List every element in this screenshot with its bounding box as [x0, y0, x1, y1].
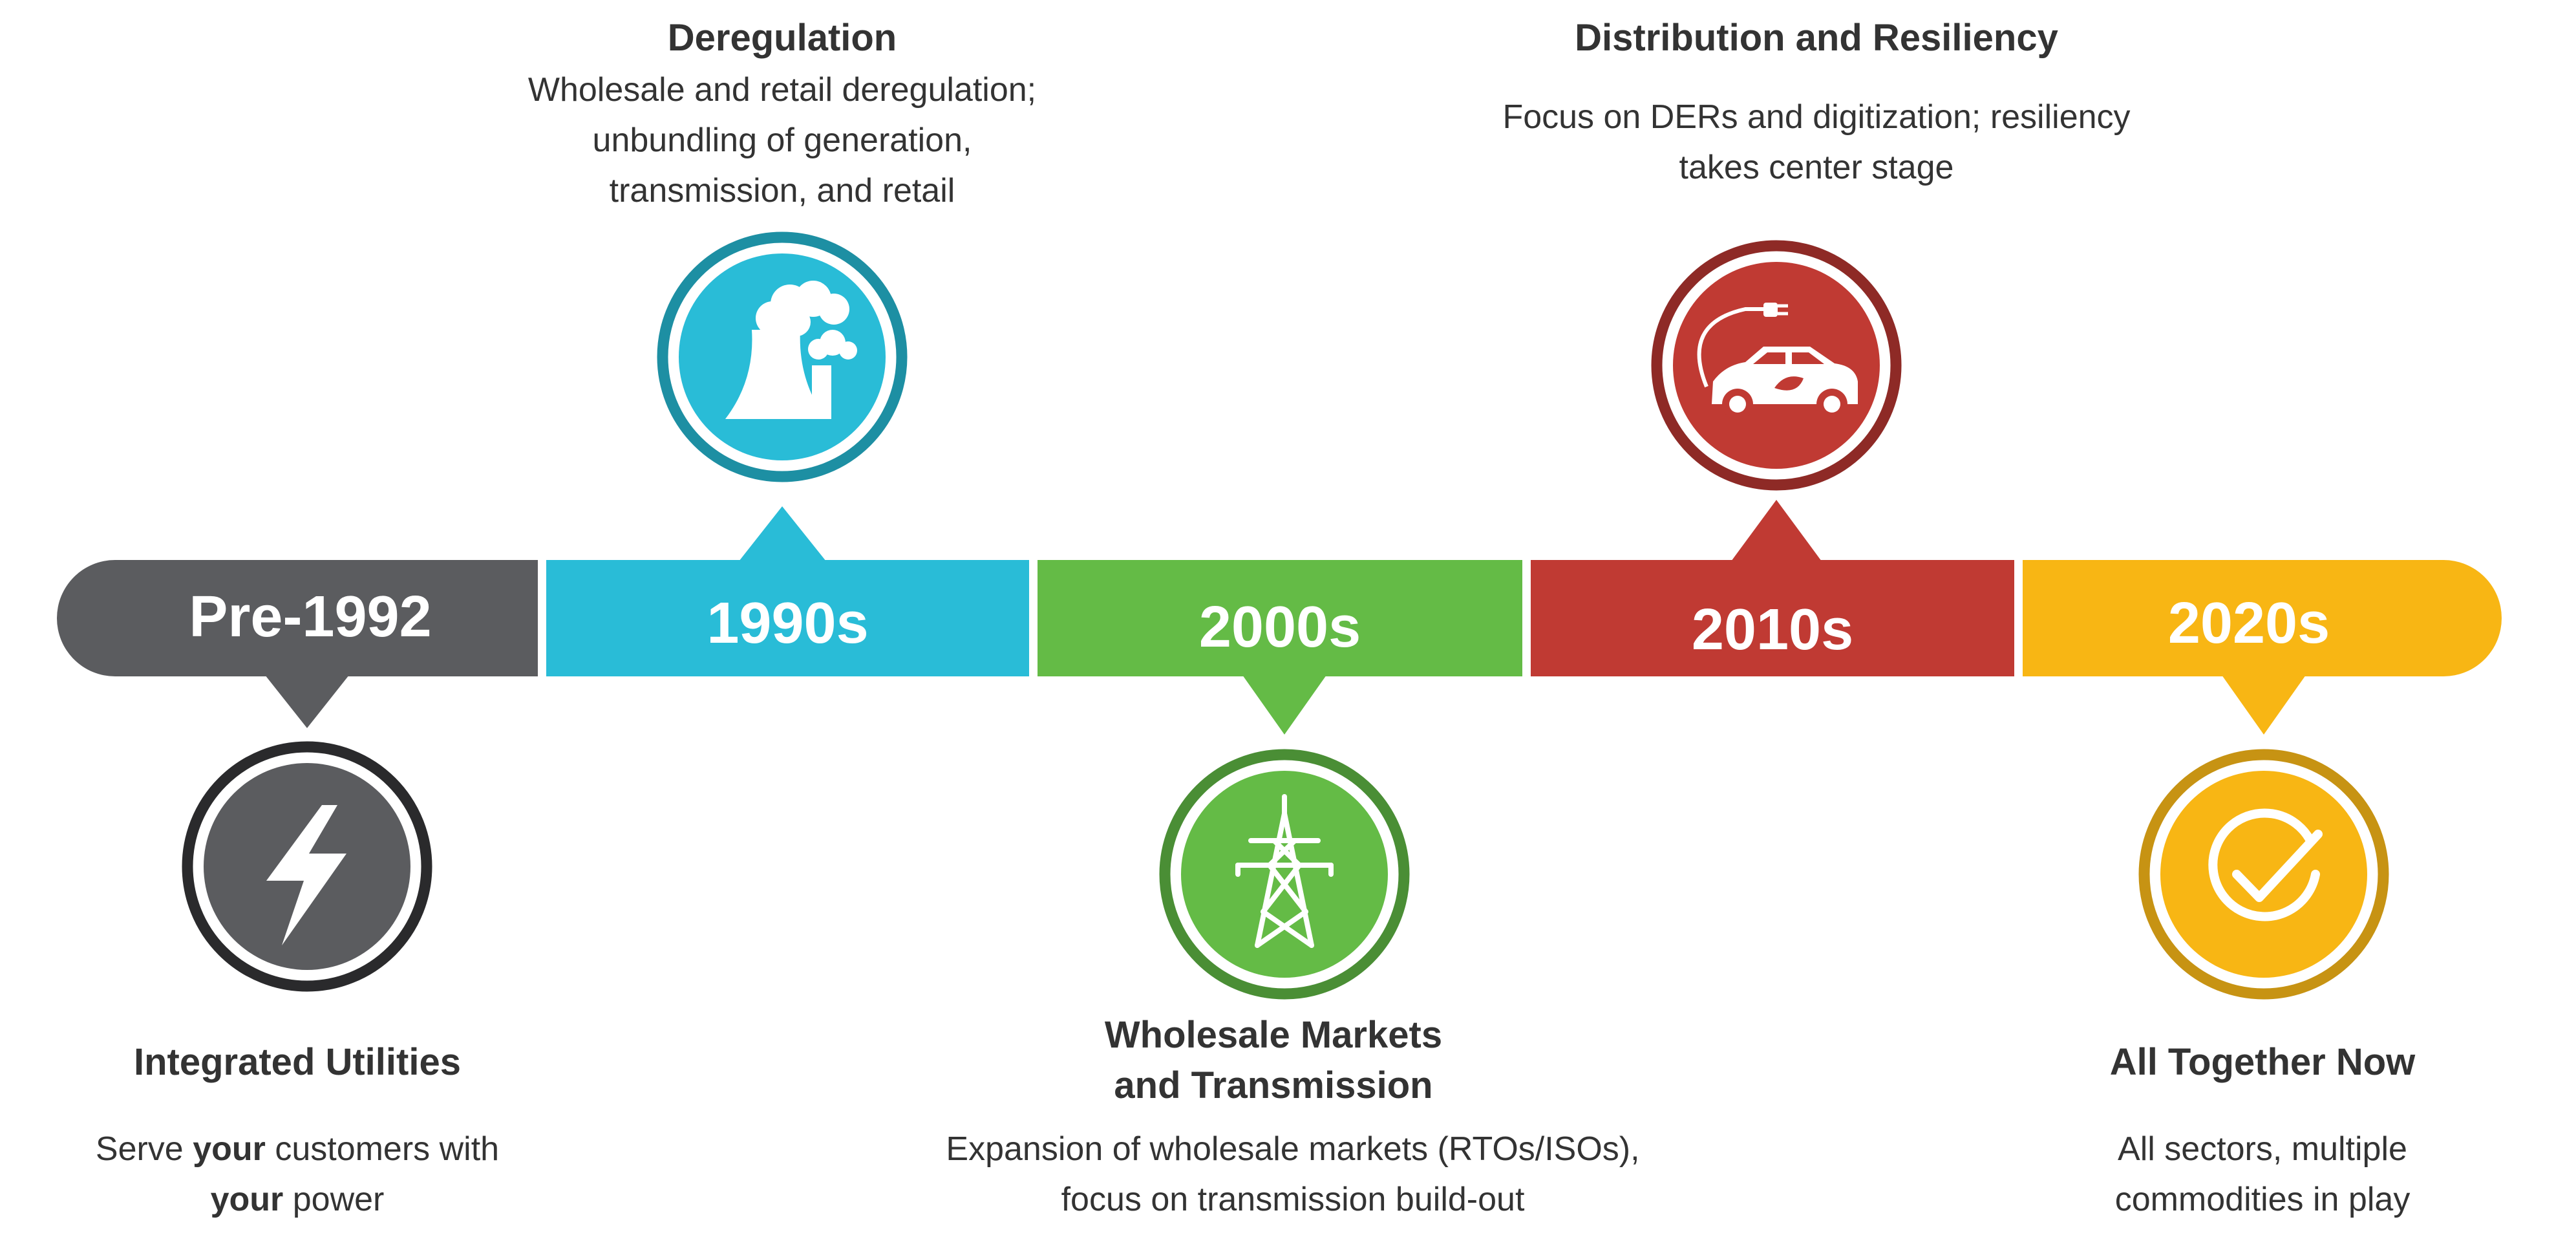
milestone-title-1990s: Deregulation: [667, 17, 897, 59]
desc-text: customers with: [265, 1130, 500, 1168]
milestone-desc-2010s-line1: Focus on DERs and digitization; resilien…: [1502, 98, 2131, 136]
pointer-2000s: [1242, 675, 1326, 735]
desc-emphasis: your: [193, 1130, 266, 1168]
pointer-2010s: [1731, 500, 1822, 561]
milestone-title-2000s: Wholesale Markets and Transmission: [944, 1010, 1603, 1111]
milestone-desc-2000s-line1: Expansion of wholesale markets (RTOs/ISO…: [946, 1130, 1640, 1168]
checkmark-icon: [2138, 749, 2389, 1000]
electric-car-icon: [1651, 240, 1902, 491]
segment-2010s: [1531, 560, 2014, 676]
pointer-1990s: [739, 506, 826, 561]
desc-text: power: [283, 1181, 385, 1218]
milestone-desc-2010s: Focus on DERs and digitization; resilien…: [1396, 92, 2237, 193]
lightning-bolt-icon: [182, 741, 432, 992]
milestone-title-2010s: Distribution and Resiliency: [1575, 17, 2058, 59]
milestone-desc-1990s-line3: transmission, and retail: [609, 172, 955, 210]
milestone-desc-1990s-line2: unbundling of generation,: [592, 122, 972, 159]
segment-1990s: [546, 560, 1029, 676]
milestone-desc-pre1992: Serve your customers with your power: [39, 1124, 556, 1225]
segment-2020s: [2023, 560, 2502, 676]
milestone-title-2020s: All Together Now: [2109, 1041, 2416, 1083]
pointer-2020s: [2222, 675, 2306, 735]
milestone-desc-2000s: Expansion of wholesale markets (RTOs/ISO…: [853, 1124, 1732, 1225]
segment-pre1992: [57, 560, 538, 676]
desc-emphasis: your: [210, 1181, 284, 1218]
milestone-desc-2020s-line2: commodities in play: [2114, 1181, 2411, 1218]
segment-2000s: [1038, 560, 1522, 676]
desc-text: Serve: [95, 1130, 193, 1168]
milestone-title-2000s-line2: and Transmission: [1114, 1064, 1433, 1106]
era-label-pre1992: Pre-1992: [189, 585, 432, 649]
milestone-desc-1990s-line1: Wholesale and retail deregulation;: [527, 71, 1037, 109]
era-label-2010s: 2010s: [1691, 597, 1854, 662]
milestone-title-pre1992: Integrated Utilities: [134, 1041, 461, 1083]
milestone-desc-2020s: All sectors, multiple commodities in pla…: [2004, 1124, 2521, 1225]
milestone-desc-1990s: Wholesale and retail deregulation; unbun…: [459, 65, 1105, 216]
milestone-title-2000s-line1: Wholesale Markets: [1104, 1014, 1443, 1056]
milestone-desc-2000s-line2: focus on transmission build-out: [1061, 1181, 1525, 1218]
power-plant-icon: [657, 231, 908, 482]
pointer-pre1992: [265, 675, 349, 728]
era-label-2020s: 2020s: [2167, 591, 2330, 656]
milestone-desc-pre1992-line1: Serve your customers with: [39, 1124, 556, 1174]
milestone-desc-pre1992-line2: your power: [39, 1174, 556, 1225]
transmission-tower-icon: [1159, 749, 1410, 1000]
milestone-desc-2020s-line1: All sectors, multiple: [2118, 1130, 2407, 1168]
era-label-1990s: 1990s: [707, 591, 869, 656]
era-label-2000s: 2000s: [1198, 595, 1361, 660]
milestone-desc-2010s-line2: takes center stage: [1679, 149, 1954, 186]
